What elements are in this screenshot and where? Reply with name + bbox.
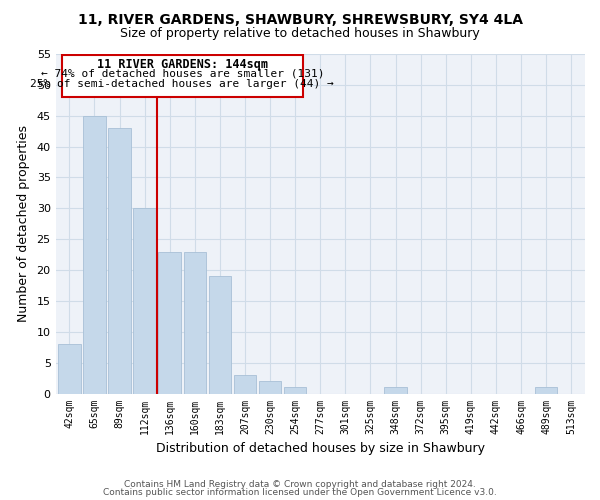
Bar — [158, 252, 181, 394]
Bar — [83, 116, 106, 394]
Bar — [284, 388, 307, 394]
Text: Contains HM Land Registry data © Crown copyright and database right 2024.: Contains HM Land Registry data © Crown c… — [124, 480, 476, 489]
Bar — [58, 344, 80, 394]
Bar — [108, 128, 131, 394]
Bar — [234, 375, 256, 394]
Text: 11, RIVER GARDENS, SHAWBURY, SHREWSBURY, SY4 4LA: 11, RIVER GARDENS, SHAWBURY, SHREWSBURY,… — [77, 12, 523, 26]
Bar — [133, 208, 156, 394]
Text: 25% of semi-detached houses are larger (44) →: 25% of semi-detached houses are larger (… — [31, 80, 334, 90]
X-axis label: Distribution of detached houses by size in Shawbury: Distribution of detached houses by size … — [156, 442, 485, 455]
Bar — [209, 276, 231, 394]
FancyBboxPatch shape — [62, 55, 303, 97]
Text: Contains public sector information licensed under the Open Government Licence v3: Contains public sector information licen… — [103, 488, 497, 497]
Bar — [384, 388, 407, 394]
Bar — [535, 388, 557, 394]
Y-axis label: Number of detached properties: Number of detached properties — [17, 126, 29, 322]
Bar — [259, 381, 281, 394]
Text: 11 RIVER GARDENS: 144sqm: 11 RIVER GARDENS: 144sqm — [97, 58, 268, 71]
Text: Size of property relative to detached houses in Shawbury: Size of property relative to detached ho… — [120, 28, 480, 40]
Bar — [184, 252, 206, 394]
Text: ← 74% of detached houses are smaller (131): ← 74% of detached houses are smaller (13… — [41, 69, 324, 79]
